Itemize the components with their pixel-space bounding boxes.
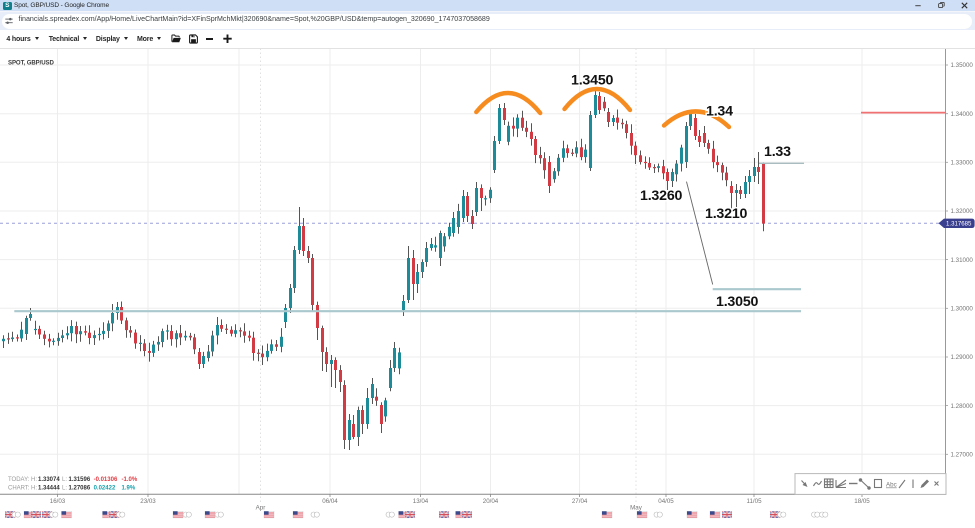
svg-text:-0.01306: -0.01306 (94, 477, 118, 483)
svg-text:1.35000: 1.35000 (951, 62, 974, 69)
svg-text:1.27086: 1.27086 (69, 485, 91, 491)
svg-text:1.34000: 1.34000 (951, 111, 974, 118)
svg-text:1.29000: 1.29000 (951, 354, 974, 361)
svg-text:H:: H: (31, 485, 37, 491)
svg-text:1.31000: 1.31000 (951, 257, 974, 264)
svg-text:06/04: 06/04 (322, 498, 338, 505)
svg-text:0.02422: 0.02422 (94, 485, 116, 491)
svg-text:L:: L: (62, 477, 67, 483)
svg-text:1.32000: 1.32000 (951, 208, 974, 215)
svg-text:16/03: 16/03 (50, 498, 66, 505)
svg-text:1.27000: 1.27000 (951, 452, 974, 459)
svg-text:1.33074: 1.33074 (38, 477, 60, 483)
svg-text:TODAY:: TODAY: (8, 477, 30, 483)
svg-text:H:: H: (31, 477, 37, 483)
svg-text:Apr: Apr (256, 505, 266, 512)
svg-text:20/04: 20/04 (483, 498, 499, 505)
svg-text:1.30000: 1.30000 (951, 306, 974, 313)
svg-text:1.3450: 1.3450 (571, 73, 614, 89)
svg-text:1.28000: 1.28000 (951, 403, 974, 410)
svg-text:04/05: 04/05 (658, 498, 674, 505)
svg-text:L:: L: (62, 485, 67, 491)
svg-text:23/03: 23/03 (140, 498, 156, 505)
svg-text:1.3260: 1.3260 (640, 188, 683, 204)
svg-text:1.317685: 1.317685 (946, 221, 972, 228)
svg-text:May: May (630, 505, 643, 512)
svg-text:-1.0%: -1.0% (122, 477, 138, 483)
svg-text:11/05: 11/05 (746, 498, 762, 505)
svg-text:1.34444: 1.34444 (38, 485, 60, 491)
svg-text:27/04: 27/04 (572, 498, 588, 505)
svg-text:1.3210: 1.3210 (705, 206, 748, 222)
svg-text:1.33000: 1.33000 (951, 160, 974, 167)
svg-text:CHART:: CHART: (8, 485, 30, 491)
svg-text:Abc: Abc (886, 482, 897, 489)
svg-text:1.34: 1.34 (706, 104, 733, 120)
svg-text:1.9%: 1.9% (122, 485, 136, 491)
svg-text:SPOT, GBP/USD: SPOT, GBP/USD (8, 60, 54, 67)
svg-text:1.33: 1.33 (764, 144, 791, 160)
svg-text:18/05: 18/05 (854, 498, 870, 505)
svg-text:13/04: 13/04 (413, 498, 429, 505)
svg-text:1.31596: 1.31596 (69, 477, 91, 483)
svg-text:1.3050: 1.3050 (716, 294, 759, 310)
